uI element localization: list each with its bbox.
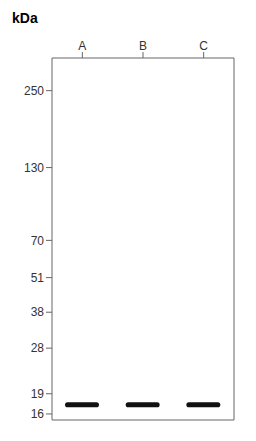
svg-text:130: 130 (24, 161, 44, 175)
svg-text:C: C (199, 39, 208, 53)
svg-text:28: 28 (31, 341, 45, 355)
svg-text:250: 250 (24, 84, 44, 98)
svg-text:B: B (139, 39, 147, 53)
svg-text:38: 38 (31, 305, 45, 319)
html-text:kDa: kDa (12, 10, 38, 26)
svg-text:70: 70 (31, 234, 45, 248)
svg-text:A: A (78, 39, 86, 53)
svg-text:19: 19 (31, 387, 45, 401)
svg-text:16: 16 (31, 407, 45, 421)
svg-text:51: 51 (31, 271, 45, 285)
